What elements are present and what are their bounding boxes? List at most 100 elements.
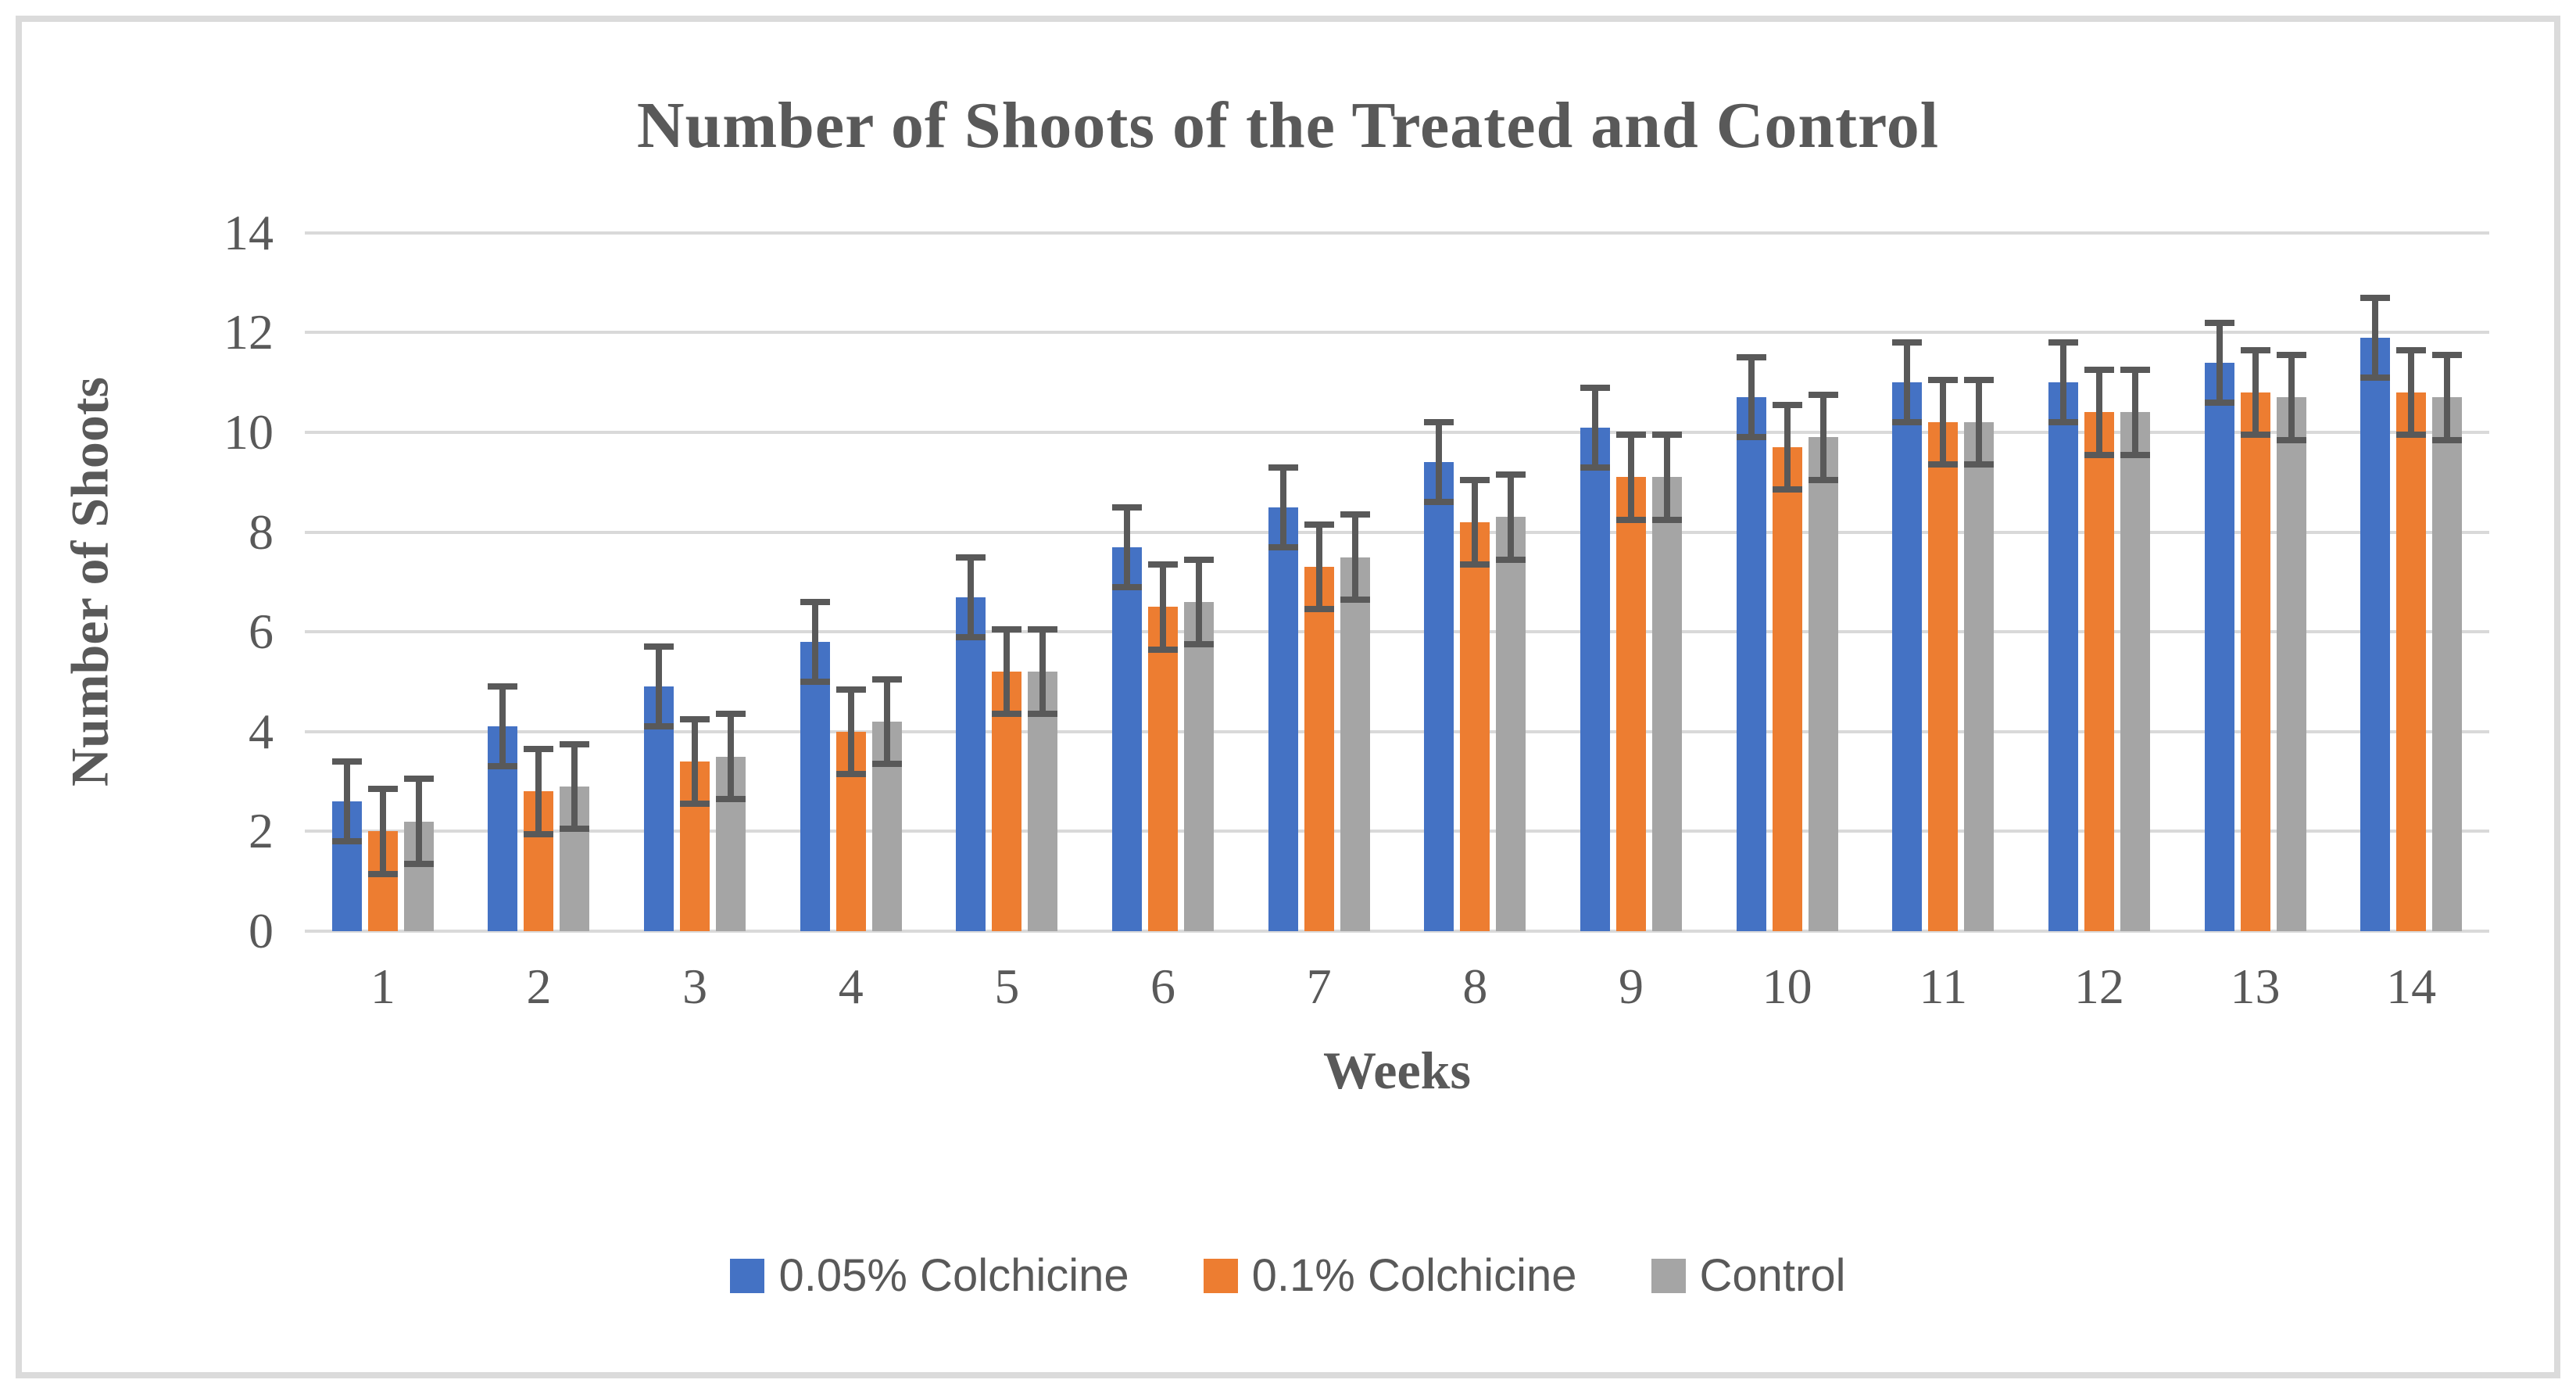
bar-0-1-colchicine-week-6 bbox=[1148, 607, 1179, 931]
error-bar bbox=[2216, 322, 2223, 403]
error-bar bbox=[2131, 370, 2138, 455]
error-bar bbox=[1940, 380, 1947, 465]
error-bar-cap bbox=[560, 826, 590, 833]
error-bar-cap bbox=[2276, 436, 2306, 443]
x-tick-label: 4 bbox=[838, 959, 864, 1014]
error-bar-cap bbox=[1615, 516, 1646, 523]
error-bar-cap bbox=[992, 626, 1022, 632]
error-bar-cap bbox=[835, 686, 866, 693]
error-bar bbox=[379, 789, 386, 874]
error-bar-cap bbox=[1808, 392, 1838, 399]
legend-label: 0.05% Colchicine bbox=[778, 1250, 1129, 1301]
error-bar-cap bbox=[2396, 346, 2427, 353]
gridline bbox=[305, 431, 2489, 434]
error-bar-cap bbox=[1964, 377, 1995, 383]
x-tick-label: 11 bbox=[1919, 959, 1968, 1014]
error-bar-cap bbox=[1580, 464, 1610, 471]
x-tick-label: 10 bbox=[1762, 959, 1812, 1014]
error-bar bbox=[1508, 475, 1515, 560]
error-bar-cap bbox=[956, 554, 986, 561]
bar-0-05-colchicine-week-4 bbox=[800, 641, 830, 931]
error-bar-cap bbox=[2432, 436, 2463, 443]
error-bar-cap bbox=[524, 746, 554, 753]
error-bar-cap bbox=[1928, 377, 1959, 383]
bar-0-05-colchicine-week-7 bbox=[1268, 507, 1298, 931]
error-bar-cap bbox=[1892, 339, 1923, 346]
error-bar-cap bbox=[1736, 354, 1766, 361]
error-bar-cap bbox=[367, 786, 398, 793]
legend-swatch bbox=[1651, 1258, 1686, 1293]
error-bar-cap bbox=[1304, 521, 1334, 529]
error-bar bbox=[968, 557, 975, 637]
x-tick-label: 7 bbox=[1306, 959, 1332, 1014]
bar-0-05-colchicine-week-5 bbox=[956, 597, 986, 931]
error-bar-cap bbox=[2240, 432, 2270, 439]
bar-0-05-colchicine-week-9 bbox=[1580, 427, 1610, 931]
bar-control-week-7 bbox=[1340, 557, 1370, 931]
bar-0-05-colchicine-week-8 bbox=[1424, 462, 1454, 931]
error-bar-cap bbox=[560, 740, 590, 747]
error-bar-cap bbox=[2084, 451, 2114, 458]
error-bar-cap bbox=[1460, 476, 1490, 483]
error-bar bbox=[343, 762, 350, 842]
error-bar-cap bbox=[488, 763, 518, 770]
error-bar-cap bbox=[2120, 451, 2150, 458]
error-bar-cap bbox=[680, 715, 710, 722]
error-bar bbox=[535, 749, 542, 834]
error-bar-cap bbox=[871, 761, 902, 768]
error-bar-cap bbox=[2204, 399, 2234, 406]
bar-0-1-colchicine-week-14 bbox=[2396, 392, 2427, 931]
error-bar-cap bbox=[1736, 434, 1766, 441]
error-bar-cap bbox=[1580, 384, 1610, 391]
error-bar-cap bbox=[992, 711, 1022, 718]
bar-control-week-10 bbox=[1808, 437, 1838, 931]
gridline bbox=[305, 729, 2489, 733]
error-bar-cap bbox=[1028, 626, 1058, 632]
error-bar-cap bbox=[1028, 711, 1058, 718]
error-bar-cap bbox=[2276, 352, 2306, 359]
x-tick-label: 2 bbox=[526, 959, 552, 1014]
legend-swatch bbox=[1203, 1258, 1238, 1293]
error-bar-cap bbox=[1772, 401, 1802, 408]
bar-control-week-6 bbox=[1184, 601, 1215, 931]
error-bar bbox=[2095, 370, 2102, 455]
bar-0-1-colchicine-week-12 bbox=[2084, 412, 2114, 931]
error-bar bbox=[728, 714, 735, 799]
bar-0-05-colchicine-week-6 bbox=[1112, 546, 1143, 931]
error-bar bbox=[2252, 349, 2259, 435]
error-bar bbox=[1279, 467, 1286, 547]
bar-0-1-colchicine-week-11 bbox=[1928, 422, 1959, 931]
error-bar-cap bbox=[1424, 499, 1454, 506]
bar-control-week-14 bbox=[2432, 397, 2463, 931]
error-bar-cap bbox=[1340, 596, 1370, 603]
error-bar-cap bbox=[1184, 556, 1215, 563]
error-bar bbox=[1663, 435, 1670, 520]
bar-0-05-colchicine-week-10 bbox=[1736, 397, 1766, 931]
y-tick-label: 10 bbox=[224, 404, 274, 460]
error-bar-cap bbox=[1496, 556, 1526, 563]
error-bar bbox=[1315, 525, 1322, 610]
bar-0-1-colchicine-week-7 bbox=[1304, 567, 1334, 931]
error-bar bbox=[1004, 629, 1011, 715]
x-tick-label: 13 bbox=[2230, 959, 2281, 1014]
error-bar bbox=[1039, 629, 1046, 715]
error-bar-cap bbox=[1772, 486, 1802, 493]
x-tick-label: 1 bbox=[370, 959, 395, 1014]
x-tick-label: 12 bbox=[2073, 959, 2124, 1014]
legend-swatch bbox=[730, 1258, 765, 1293]
y-tick-label: 4 bbox=[249, 703, 274, 759]
x-tick-label: 8 bbox=[1462, 959, 1488, 1014]
legend-item: 0.1% Colchicine bbox=[1203, 1249, 1577, 1302]
y-tick-label: 14 bbox=[224, 204, 274, 260]
error-bar bbox=[1124, 507, 1131, 587]
error-bar-cap bbox=[2048, 419, 2078, 426]
error-bar bbox=[656, 647, 663, 727]
error-bar-cap bbox=[1928, 461, 1959, 468]
error-bar-cap bbox=[1148, 561, 1179, 568]
bar-control-week-9 bbox=[1651, 477, 1682, 931]
legend-label: Control bbox=[1699, 1250, 1846, 1301]
error-bar bbox=[499, 686, 506, 767]
error-bar-cap bbox=[403, 776, 434, 783]
error-bar-cap bbox=[1148, 646, 1179, 653]
